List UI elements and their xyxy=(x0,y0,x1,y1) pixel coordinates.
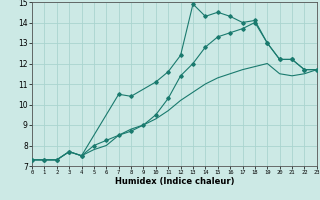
X-axis label: Humidex (Indice chaleur): Humidex (Indice chaleur) xyxy=(115,177,234,186)
